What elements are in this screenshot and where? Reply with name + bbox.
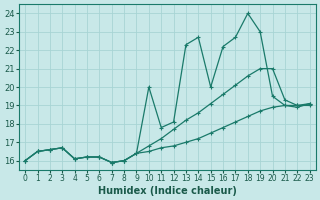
- X-axis label: Humidex (Indice chaleur): Humidex (Indice chaleur): [98, 186, 237, 196]
